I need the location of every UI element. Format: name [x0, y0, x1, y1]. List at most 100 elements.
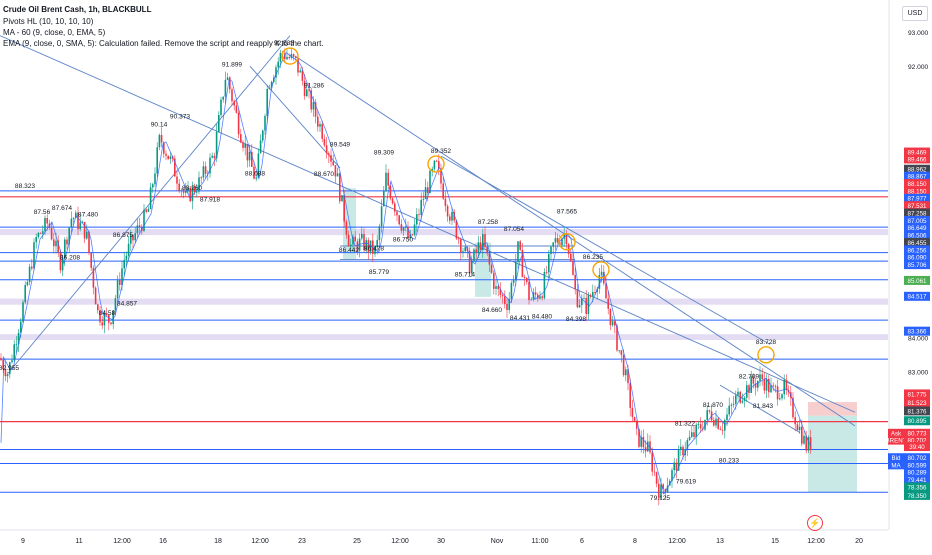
candle [735, 395, 737, 404]
price-axis-tag [904, 474, 930, 484]
candle [673, 462, 675, 470]
candle [600, 271, 603, 276]
price-axis-tag [904, 164, 930, 174]
candle [79, 222, 81, 230]
candle [627, 369, 629, 384]
indicator-ema[interactable]: EMA (9, close, 0, SMA, 5): Calculation f… [3, 39, 324, 48]
trend-line [0, 35, 856, 413]
candle [334, 165, 337, 177]
candle [574, 274, 576, 290]
swing-label: 88.670 [314, 171, 335, 178]
candle [143, 209, 145, 231]
price-axis-tag [904, 397, 930, 407]
candle [482, 234, 484, 250]
candle [35, 237, 37, 243]
candle [198, 177, 200, 192]
x-tick-label: 9 [21, 538, 25, 545]
price-axis-tag-label: 86.506 [908, 233, 927, 240]
candle [262, 130, 264, 141]
candle [354, 236, 356, 242]
candle [570, 253, 572, 261]
price-axis-tag [904, 230, 930, 240]
candle [699, 424, 702, 429]
candle [754, 383, 757, 388]
candle [442, 183, 444, 199]
candle [490, 264, 493, 273]
candle [68, 227, 70, 245]
currency-button[interactable]: USD [902, 6, 928, 21]
trend-line [7, 35, 291, 374]
candle [416, 214, 418, 225]
price-axis-tag [904, 201, 930, 211]
candle [251, 151, 253, 167]
candle [328, 153, 330, 156]
candle [200, 177, 202, 179]
candle [88, 231, 90, 253]
candle [352, 236, 354, 245]
candle [398, 215, 400, 225]
candle [61, 257, 64, 271]
candle [427, 187, 429, 193]
indicator-ma[interactable]: MA - 60 (9, close, 0, EMA, 5) [3, 28, 106, 37]
indicator-pivots[interactable]: Pivots HL (10, 10, 10, 10) [3, 17, 94, 26]
candle [708, 410, 711, 412]
candle [658, 483, 660, 499]
candle [629, 383, 631, 408]
candle [479, 242, 482, 250]
candle [242, 142, 244, 148]
candle [792, 397, 794, 418]
candle [174, 158, 176, 177]
candle [523, 277, 526, 278]
candle [521, 249, 524, 278]
candle [277, 61, 279, 68]
candle [796, 424, 799, 431]
candle [81, 221, 84, 223]
swing-label: 87.674 [52, 205, 73, 212]
candle [440, 168, 442, 184]
candle [504, 296, 506, 304]
flash-icon[interactable]: ⚡ [807, 515, 823, 531]
candle [693, 432, 695, 438]
price-axis-tag-label: 81.376 [908, 408, 927, 415]
candle [647, 441, 649, 452]
price-axis-tag-label: 80.599 [908, 462, 927, 469]
swing-label: 87.56 [34, 209, 51, 216]
candle [572, 260, 574, 275]
y-tick-label: 84.000 [908, 336, 929, 343]
candle [64, 239, 66, 258]
candle [13, 344, 15, 361]
candle [127, 243, 130, 256]
candle [374, 247, 376, 254]
candle [288, 56, 290, 58]
price-axis-tag-label: 78.356 [908, 484, 927, 491]
candle [768, 378, 770, 393]
swing-label: 86.442 [339, 247, 360, 254]
candle [314, 102, 317, 117]
price-axis-tag-label: 81.523 [908, 400, 927, 407]
candle [763, 378, 766, 391]
candle [156, 147, 158, 174]
pivot-circle [757, 346, 775, 364]
candle [726, 414, 728, 421]
candle [114, 298, 117, 311]
candle [581, 298, 583, 306]
ma-line [0, 51, 812, 495]
x-tick-label: 12:00 [668, 538, 686, 545]
candle [136, 225, 139, 234]
price-axis-tag-label: 86.649 [908, 225, 927, 232]
candle [506, 303, 508, 311]
candle [253, 166, 255, 179]
y-tick-label: 93.000 [908, 30, 929, 37]
candle [343, 195, 345, 222]
candle [671, 469, 673, 481]
candle [396, 211, 398, 216]
candle [389, 185, 392, 199]
candle [94, 287, 97, 305]
price-axis-tag [888, 428, 904, 438]
candle [138, 225, 141, 228]
candle [165, 153, 167, 156]
x-tick-label: 25 [353, 538, 361, 545]
candle [413, 224, 416, 235]
